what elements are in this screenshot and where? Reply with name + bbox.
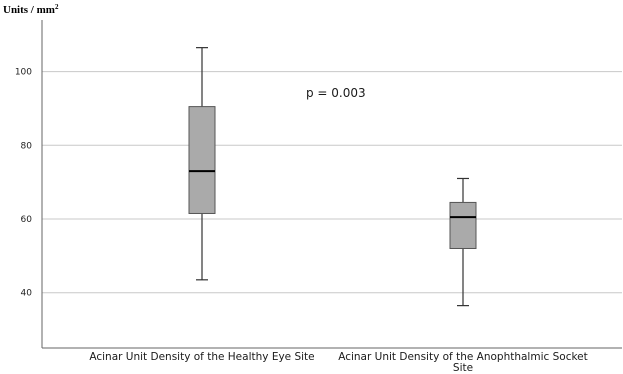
y-tick-label: 60 (21, 215, 33, 225)
box-layer (188, 47, 477, 307)
box-group (188, 47, 216, 281)
y-axis-label: Units / mm2 (3, 3, 59, 16)
y-tick-label: 40 (21, 289, 33, 299)
y-tick-label: 80 (21, 141, 33, 151)
x-category-label: Acinar Unit Density of the Anophthalmic … (338, 351, 588, 363)
y-axis-label-superscript: 2 (55, 3, 59, 11)
grid-layer (42, 71, 622, 294)
axis-layer (41, 20, 622, 349)
p-value-annotation: p = 0.003 (306, 86, 366, 100)
y-axis-label-text: Units / mm (3, 4, 55, 16)
iqr-box (188, 106, 216, 214)
box-group (449, 177, 477, 307)
y-tick-label: 100 (15, 68, 32, 78)
x-category-label: Acinar Unit Density of the Healthy Eye S… (89, 351, 314, 363)
x-category-label: Site (453, 362, 473, 374)
iqr-box (449, 201, 477, 249)
label-layer: 40 60 80 100 Units / mm2 Acinar Unit Density … (3, 3, 588, 374)
